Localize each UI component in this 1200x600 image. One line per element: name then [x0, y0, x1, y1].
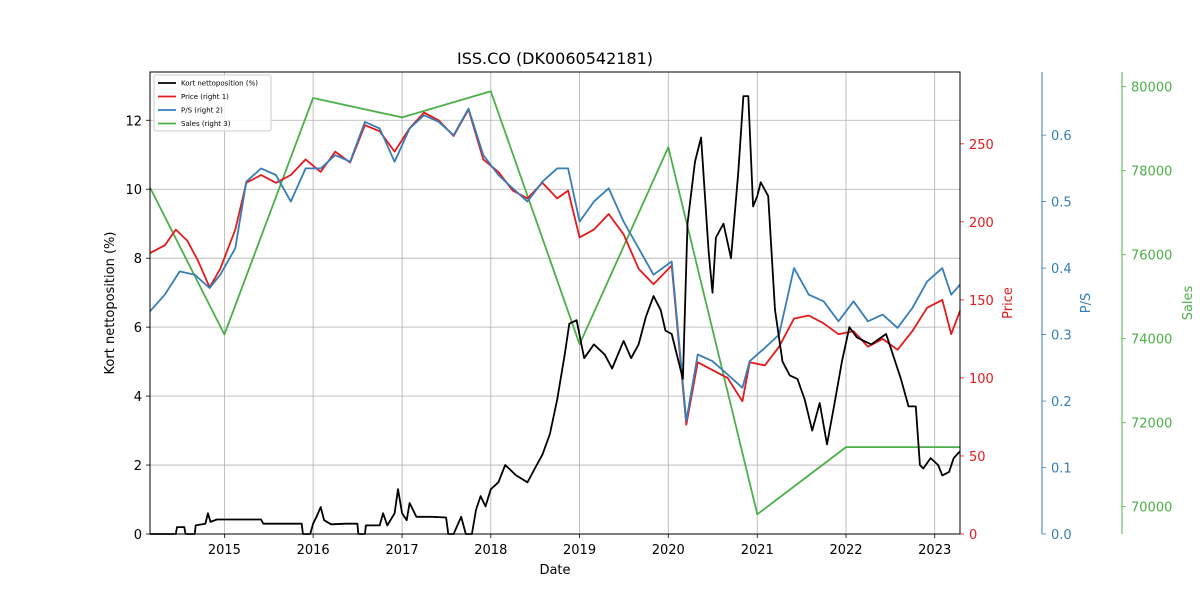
y-tick-label-right2: 0.2 — [1051, 395, 1072, 410]
y-axis-label-left: Kort nettoposition (%) — [103, 232, 118, 375]
legend-label: Price (right 1) — [181, 93, 229, 101]
y-tick-label-right3: 72000 — [1131, 417, 1172, 432]
x-tick-label: 2018 — [474, 543, 507, 558]
y-axis-label-ps: P/S — [1079, 293, 1094, 313]
y-tick-label-right1: 50 — [969, 450, 986, 465]
y-tick-label-right3: 74000 — [1131, 333, 1172, 348]
legend-box — [153, 74, 272, 132]
y-tick-label-right3: 76000 — [1131, 249, 1172, 264]
x-tick-label: 2015 — [208, 543, 241, 558]
legend-label: P/S (right 2) — [181, 107, 223, 115]
y-tick-label-right1: 250 — [969, 138, 994, 153]
y-tick-label-right2: 0.4 — [1051, 262, 1072, 277]
series-line-2 — [149, 107, 961, 422]
plot-frame — [149, 71, 961, 535]
x-tick-label: 2016 — [297, 543, 330, 558]
x-tick-label: 2021 — [741, 543, 774, 558]
y-tick-label-left: 4 — [134, 390, 142, 405]
legend-label: Sales (right 3) — [181, 120, 231, 128]
x-tick-label: 2020 — [652, 543, 685, 558]
x-tick-label: 2017 — [386, 543, 419, 558]
legend: Kort nettoposition (%) Price (right 1) P/S… — [153, 74, 272, 132]
chart-title: ISS.CO (DK0060542181) — [457, 49, 653, 68]
y-tick-label-left: 8 — [134, 252, 142, 267]
axes: 2015 2016 2017 2018 2019 2020 2021 2022 2023 0 2 4 6… — [125, 71, 1172, 558]
y-tick-label-right1: 0 — [969, 528, 977, 543]
x-axis-label: Date — [539, 563, 570, 578]
y-tick-label-right2: 0.6 — [1051, 129, 1072, 144]
y-tick-label-right2: 0.3 — [1051, 329, 1072, 344]
y-tick-label-right2: 0.0 — [1051, 528, 1072, 543]
x-tick-label: 2019 — [563, 543, 596, 558]
series-layer — [149, 90, 961, 535]
y-axis-label-sales: Sales — [1181, 285, 1196, 320]
y-tick-label-right2: 0.1 — [1051, 462, 1072, 477]
x-tick-label: 2023 — [918, 543, 951, 558]
series-line-3 — [149, 90, 960, 516]
y-tick-label-right3: 80000 — [1131, 81, 1172, 96]
y-tick-label-right3: 78000 — [1131, 165, 1172, 180]
y-tick-label-left: 2 — [134, 459, 142, 474]
series-line-1 — [149, 108, 961, 426]
series-line-0 — [150, 95, 961, 535]
y-tick-label-left: 12 — [125, 114, 142, 129]
y-tick-label-left: 10 — [125, 183, 142, 198]
y-tick-label-right1: 150 — [969, 294, 994, 309]
legend-label: Kort nettoposition (%) — [181, 80, 258, 88]
x-tick-label: 2022 — [829, 543, 862, 558]
y-tick-label-left: 0 — [134, 528, 142, 543]
y-axis-label-price: Price — [1001, 287, 1016, 319]
y-tick-label-right1: 100 — [969, 372, 994, 387]
y-tick-label-right1: 200 — [969, 216, 994, 231]
y-tick-label-right3: 70000 — [1131, 501, 1172, 516]
y-tick-label-left: 6 — [134, 321, 142, 336]
y-tick-label-right2: 0.5 — [1051, 196, 1072, 211]
